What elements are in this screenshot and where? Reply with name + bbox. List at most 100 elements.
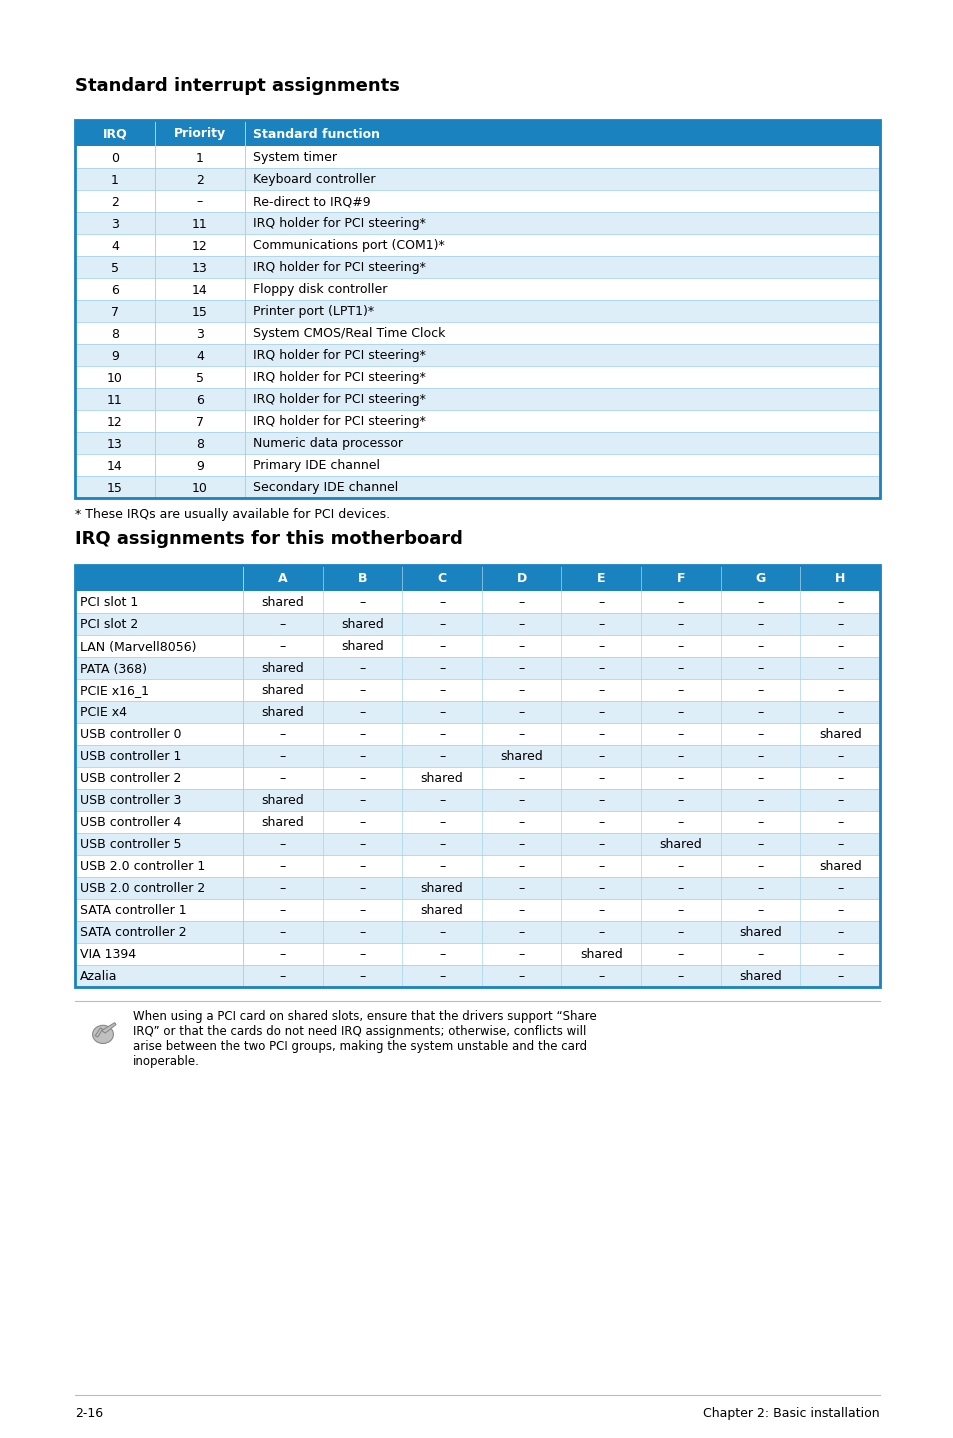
Text: F: F [676, 572, 684, 585]
Text: 3: 3 [111, 217, 119, 230]
Text: –: – [279, 640, 286, 653]
Text: –: – [518, 772, 524, 785]
Text: –: – [677, 971, 683, 984]
Bar [75, 789, 879, 811]
Text: –: – [598, 751, 604, 764]
Text: –: – [279, 905, 286, 917]
Text: –: – [518, 838, 524, 851]
Text: –: – [836, 838, 842, 851]
Text: –: – [836, 971, 842, 984]
Text: –: – [598, 640, 604, 653]
Bar [75, 965, 879, 986]
Text: –: – [438, 817, 445, 830]
Text: –: – [677, 926, 683, 939]
Text: arise between the two PCI groups, making the system unstable and the card: arise between the two PCI groups, making… [132, 1040, 586, 1053]
Text: –: – [518, 883, 524, 896]
Text: Re-direct to IRQ#9: Re-direct to IRQ#9 [253, 196, 370, 209]
Text: 7: 7 [111, 305, 119, 318]
Text: –: – [757, 795, 763, 808]
Text: –: – [598, 663, 604, 676]
Text: –: – [836, 926, 842, 939]
Text: 2-16: 2-16 [75, 1406, 103, 1419]
Text: shared: shared [261, 684, 304, 697]
Text: 3: 3 [196, 328, 204, 341]
Bar [75, 278, 879, 301]
Text: 12: 12 [107, 416, 123, 429]
Text: –: – [196, 196, 203, 209]
Text: 8: 8 [111, 328, 119, 341]
Text: SATA controller 1: SATA controller 1 [80, 905, 187, 917]
Text: USB 2.0 controller 1: USB 2.0 controller 1 [80, 860, 205, 873]
Bar [75, 234, 879, 256]
Text: –: – [518, 926, 524, 939]
Text: inoperable.: inoperable. [132, 1055, 200, 1068]
Text: 14: 14 [192, 283, 208, 296]
Text: Azalia: Azalia [80, 971, 117, 984]
Text: 15: 15 [107, 482, 123, 495]
Text: Standard function: Standard function [253, 128, 379, 141]
Text: –: – [438, 860, 445, 873]
Text: 5: 5 [111, 262, 119, 275]
Text: –: – [836, 684, 842, 697]
Text: –: – [836, 597, 842, 610]
Text: –: – [677, 684, 683, 697]
Ellipse shape [92, 1025, 113, 1044]
Text: –: – [677, 640, 683, 653]
Text: –: – [677, 860, 683, 873]
Bar [75, 256, 879, 278]
Text: –: – [757, 663, 763, 676]
Text: IRQ holder for PCI steering*: IRQ holder for PCI steering* [253, 217, 425, 230]
Text: 2: 2 [196, 174, 204, 187]
Text: –: – [677, 729, 683, 742]
Bar [75, 745, 879, 766]
Bar [75, 168, 879, 190]
Bar [75, 454, 879, 476]
Text: –: – [836, 817, 842, 830]
Text: 10: 10 [107, 371, 123, 384]
Text: shared: shared [818, 729, 861, 742]
Text: 12: 12 [192, 240, 208, 253]
Text: 15: 15 [192, 305, 208, 318]
Polygon shape [95, 1028, 102, 1037]
Text: shared: shared [818, 860, 861, 873]
Text: –: – [757, 597, 763, 610]
Bar [75, 856, 879, 877]
Text: 6: 6 [111, 283, 119, 296]
Text: –: – [518, 905, 524, 917]
Text: H: H [834, 572, 844, 585]
Text: PCIE x4: PCIE x4 [80, 706, 127, 719]
Bar [75, 920, 879, 943]
Text: PCIE x16_1: PCIE x16_1 [80, 684, 149, 697]
Text: –: – [677, 663, 683, 676]
Bar [75, 476, 879, 498]
Bar [75, 211, 879, 234]
Text: –: – [518, 971, 524, 984]
Text: PCI slot 2: PCI slot 2 [80, 618, 138, 631]
Text: Numeric data processor: Numeric data processor [253, 437, 402, 450]
Text: IRQ holder for PCI steering*: IRQ holder for PCI steering* [253, 416, 425, 429]
Text: 7: 7 [195, 416, 204, 429]
Bar [75, 344, 879, 367]
Text: –: – [677, 883, 683, 896]
Text: –: – [598, 772, 604, 785]
Text: –: – [359, 860, 365, 873]
Text: –: – [359, 817, 365, 830]
Bar [75, 591, 879, 613]
Text: –: – [438, 971, 445, 984]
Bar [75, 877, 879, 899]
Text: –: – [438, 926, 445, 939]
Text: –: – [359, 883, 365, 896]
Text: –: – [518, 860, 524, 873]
Text: USB controller 1: USB controller 1 [80, 751, 181, 764]
Text: –: – [518, 597, 524, 610]
Text: IRQ: IRQ [103, 128, 128, 141]
Text: –: – [518, 640, 524, 653]
Text: –: – [279, 618, 286, 631]
Text: D: D [516, 572, 526, 585]
Text: –: – [836, 883, 842, 896]
Text: shared: shared [420, 883, 463, 896]
Text: –: – [359, 905, 365, 917]
Text: –: – [598, 684, 604, 697]
Text: –: – [518, 684, 524, 697]
Text: 4: 4 [196, 349, 204, 362]
